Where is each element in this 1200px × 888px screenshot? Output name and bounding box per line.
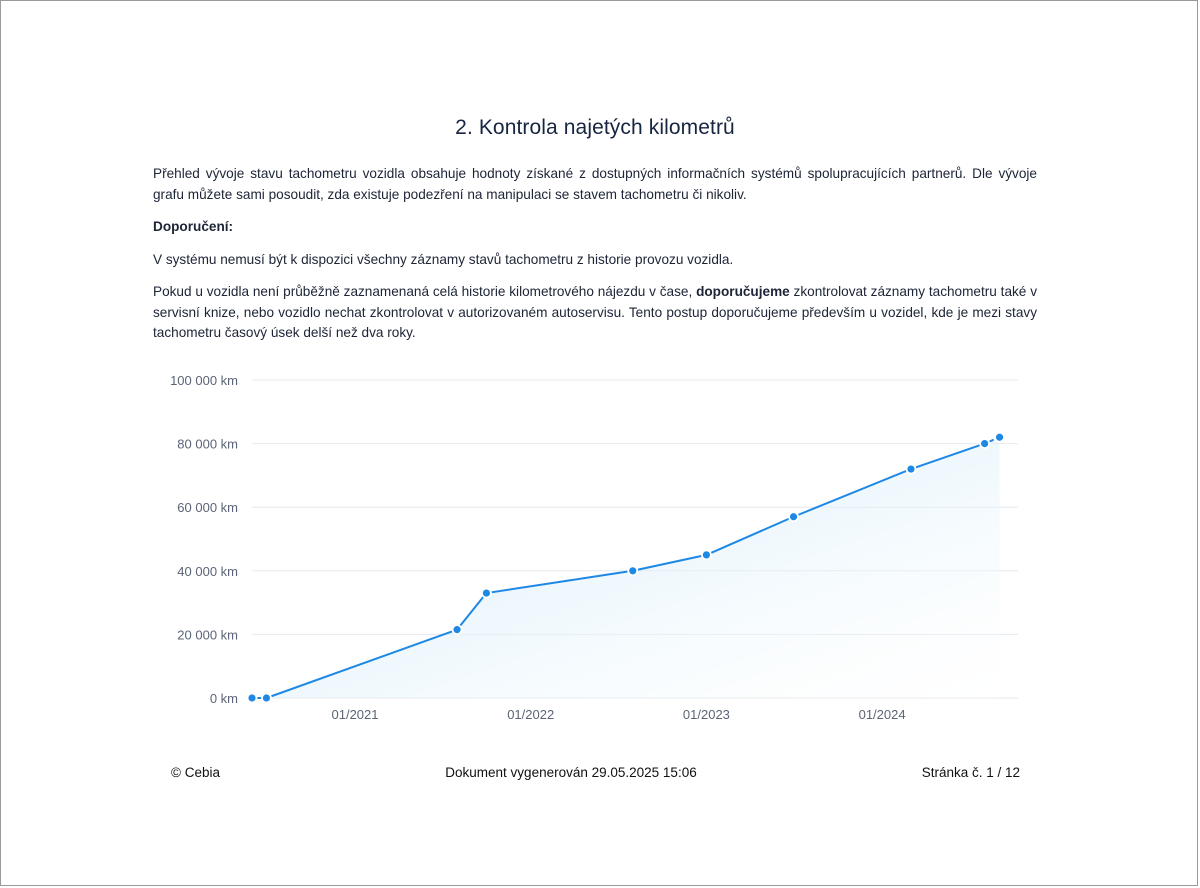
odometer-chart-svg: 0 km 20 000 km 40 000 km 60 000 km 80 000 km… xyxy=(170,373,1018,722)
intro-paragraph: Přehled vývoje stavu tachometru vozidla … xyxy=(153,166,1037,202)
series-line-segment xyxy=(909,442,986,471)
data-point xyxy=(451,624,463,636)
y-tick-label: 80 000 km xyxy=(177,437,238,452)
series-line-segment xyxy=(631,553,708,572)
area-fill xyxy=(252,437,1000,698)
advice-text-after: zkontrolovat záznamy tachometru také v s… xyxy=(153,284,1037,340)
y-tick-label: 60 000 km xyxy=(177,500,238,515)
odometer-chart: 0 km 20 000 km 40 000 km 60 000 km 80 000 km… xyxy=(150,360,1030,730)
advice-text-bold: doporučujeme xyxy=(696,284,790,299)
data-point xyxy=(627,565,639,577)
series-line-segment xyxy=(485,569,634,595)
y-tick-label: 40 000 km xyxy=(177,564,238,579)
x-tick-label: 01/2023 xyxy=(683,707,730,722)
section-heading: 2. Kontrola najetých kilometrů xyxy=(455,116,735,139)
data-point xyxy=(261,692,272,704)
data-point xyxy=(481,587,492,599)
y-tick-label: 20 000 km xyxy=(177,627,238,642)
footer-generated-date: Dokument vygenerován 29.05.2025 15:06 xyxy=(445,765,697,780)
area-layer xyxy=(252,437,1000,698)
series-line-segment xyxy=(456,592,488,631)
advice-paragraph: Pokud u vozidla není průběžně zaznamenan… xyxy=(153,282,1037,344)
data-point xyxy=(905,463,917,475)
series-line-segment xyxy=(792,468,912,518)
data-point xyxy=(979,438,991,449)
x-tick-label: 01/2022 xyxy=(507,707,554,722)
footer-copyright: © Cebia xyxy=(171,765,220,780)
y-tick-label: 0 km xyxy=(210,691,238,706)
footer-page-number: Stránka č. 1 / 12 xyxy=(921,765,1020,780)
series-line-segment xyxy=(705,515,795,556)
series-line-segment xyxy=(265,628,459,699)
data-point xyxy=(994,431,1005,443)
x-tick-label: 01/2021 xyxy=(332,707,379,722)
recommendation-title: Doporučení: xyxy=(153,219,234,234)
x-tick-label: 01/2024 xyxy=(859,707,906,722)
recommendation-paragraph: V systému nemusí být k dispozici všechny… xyxy=(153,251,734,267)
data-point xyxy=(246,692,258,704)
y-tick-label: 100 000 km xyxy=(170,373,238,388)
main-content: 2. Kontrola najetých kilometrů Přehled v… xyxy=(153,116,1037,356)
data-point xyxy=(701,549,712,561)
advice-text-before: Pokud u vozidla není průběžně zaznamenan… xyxy=(153,284,697,299)
data-point xyxy=(788,511,799,523)
point-layer xyxy=(246,431,1005,704)
label-layer: 0 km 20 000 km 40 000 km 60 000 km 80 000 km… xyxy=(170,373,906,722)
